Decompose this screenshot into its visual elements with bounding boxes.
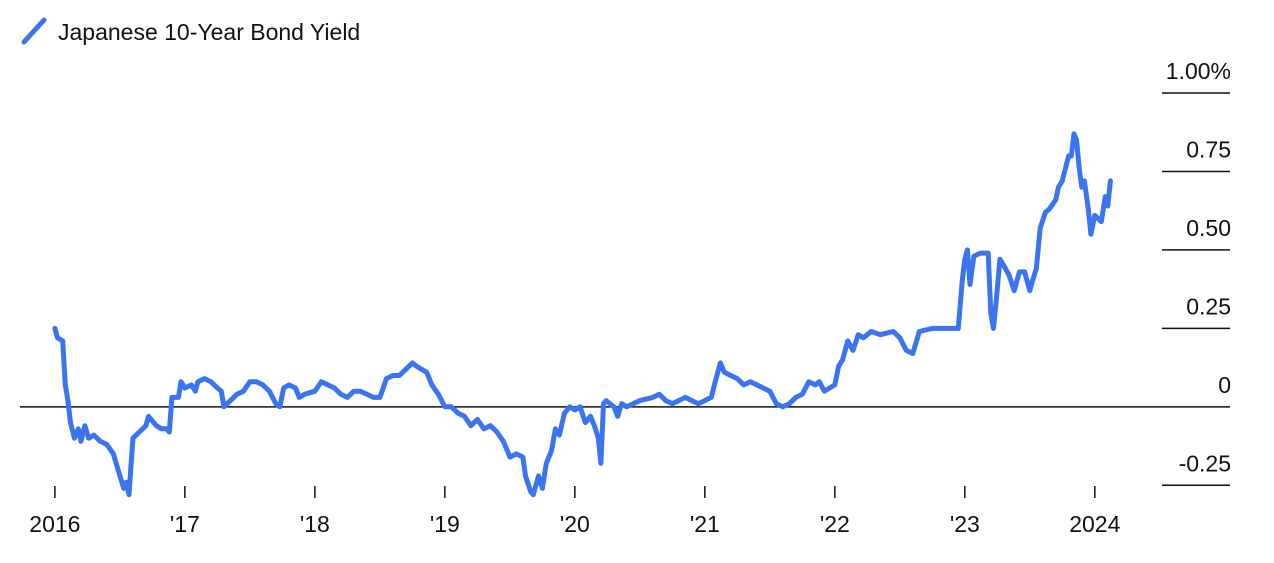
- x-tick-label: 2024: [1069, 511, 1120, 537]
- y-tick-label: 0: [1218, 372, 1231, 398]
- x-tick-label: '20: [560, 511, 590, 537]
- x-tick-label: '22: [820, 511, 850, 537]
- x-tick-label: 2016: [29, 511, 80, 537]
- x-tick-label: '23: [950, 511, 980, 537]
- y-tick-label: 0.75: [1186, 136, 1231, 162]
- series-line: [52, 131, 1113, 498]
- y-tick-label: -0.25: [1179, 450, 1231, 476]
- x-tick-label: '17: [170, 511, 200, 537]
- x-tick-label: '18: [300, 511, 330, 537]
- x-tick-label: '21: [690, 511, 720, 537]
- y-tick-label: 0.50: [1186, 215, 1231, 241]
- x-tick-label: '19: [430, 511, 460, 537]
- legend-label: Japanese 10-Year Bond Yield: [58, 19, 360, 45]
- legend-swatch: [21, 17, 47, 45]
- y-tick-label: 0.25: [1186, 293, 1231, 319]
- y-tick-label: 1.00%: [1166, 58, 1231, 84]
